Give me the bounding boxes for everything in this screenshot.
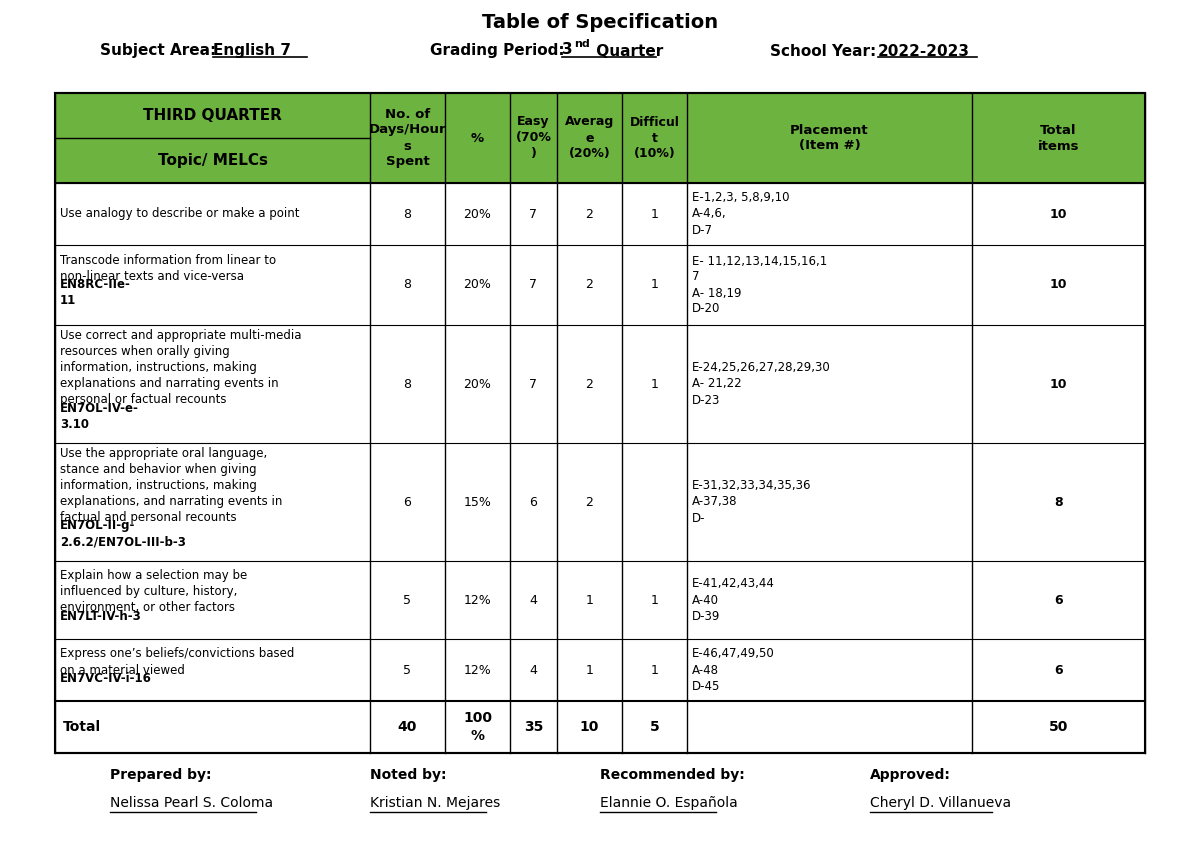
Bar <box>55 93 1145 183</box>
Text: 6: 6 <box>403 495 412 509</box>
Text: E-31,32,33,34,35,36
A-37,38
D-: E-31,32,33,34,35,36 A-37,38 D- <box>692 479 811 525</box>
Text: 4: 4 <box>529 663 538 677</box>
Text: Easy
(70%
): Easy (70% ) <box>516 115 552 160</box>
Text: English 7: English 7 <box>214 43 292 59</box>
Text: 1: 1 <box>650 278 659 292</box>
Bar <box>55 443 1145 561</box>
Text: Approved:: Approved: <box>870 768 950 782</box>
Text: Transcode information from linear to
non-linear texts and vice-versa: Transcode information from linear to non… <box>60 254 276 283</box>
Text: 3: 3 <box>562 42 572 57</box>
Text: 50: 50 <box>1049 720 1068 734</box>
Text: EN8RC-IIe-
11: EN8RC-IIe- 11 <box>60 278 131 308</box>
Text: Grading Period:: Grading Period: <box>430 43 570 59</box>
Bar <box>55 325 1145 443</box>
Text: 20%: 20% <box>463 377 492 390</box>
Text: Use correct and appropriate multi-media
resources when orally giving
information: Use correct and appropriate multi-media … <box>60 330 301 406</box>
Text: No. of
Days/Hour
s
Spent: No. of Days/Hour s Spent <box>368 108 446 169</box>
Text: Cheryl D. Villanueva: Cheryl D. Villanueva <box>870 796 1012 810</box>
Text: Express one’s beliefs/convictions based
on a material viewed: Express one’s beliefs/convictions based … <box>60 648 294 677</box>
Text: E-24,25,26,27,28,29,30
A- 21,22
D-23: E-24,25,26,27,28,29,30 A- 21,22 D-23 <box>692 361 830 406</box>
Bar <box>55 93 1145 753</box>
Text: nd: nd <box>574 39 589 49</box>
Text: 1: 1 <box>586 663 594 677</box>
Text: Difficul
t
(10%): Difficul t (10%) <box>630 115 679 160</box>
Text: Table of Specification: Table of Specification <box>482 13 718 31</box>
Text: 7: 7 <box>529 377 538 390</box>
Text: Averag
e
(20%): Averag e (20%) <box>565 115 614 160</box>
Text: 2: 2 <box>586 208 594 220</box>
Text: School Year:: School Year: <box>770 43 882 59</box>
Text: Placement
(Item #): Placement (Item #) <box>790 124 869 153</box>
Text: 8: 8 <box>403 208 412 220</box>
Bar <box>55 701 1145 753</box>
Text: 6: 6 <box>1054 594 1063 606</box>
Text: EN7OL-II-g-
2.6.2/EN7OL-III-b-3: EN7OL-II-g- 2.6.2/EN7OL-III-b-3 <box>60 520 186 549</box>
Text: Elannie O. Española: Elannie O. Española <box>600 796 738 810</box>
Text: Topic/ MELCs: Topic/ MELCs <box>157 153 268 169</box>
Text: THIRD QUARTER: THIRD QUARTER <box>143 108 282 122</box>
Text: Noted by:: Noted by: <box>370 768 446 782</box>
Bar <box>55 639 1145 701</box>
Text: 8: 8 <box>1054 495 1063 509</box>
Text: Use the appropriate oral language,
stance and behavior when giving
information, : Use the appropriate oral language, stanc… <box>60 448 282 525</box>
Text: 8: 8 <box>403 278 412 292</box>
Text: 20%: 20% <box>463 278 492 292</box>
Text: 6: 6 <box>529 495 538 509</box>
Text: 1: 1 <box>650 208 659 220</box>
Text: 2: 2 <box>586 495 594 509</box>
Bar <box>55 183 1145 245</box>
Text: 2022-2023: 2022-2023 <box>878 43 970 59</box>
Text: 8: 8 <box>403 377 412 390</box>
Text: 40: 40 <box>398 720 418 734</box>
Text: 1: 1 <box>650 377 659 390</box>
Text: 1: 1 <box>586 594 594 606</box>
Text: EN7VC-IV-i-16: EN7VC-IV-i-16 <box>60 672 152 684</box>
Bar <box>55 245 1145 325</box>
Text: E- 11,12,13,14,15,16,1
7
A- 18,19
D-20: E- 11,12,13,14,15,16,1 7 A- 18,19 D-20 <box>692 254 827 315</box>
Text: 1: 1 <box>650 663 659 677</box>
Text: 1: 1 <box>650 594 659 606</box>
Text: Total
items: Total items <box>1038 124 1079 153</box>
Text: 2: 2 <box>586 278 594 292</box>
Text: 5: 5 <box>403 663 412 677</box>
Text: Nelissa Pearl S. Coloma: Nelissa Pearl S. Coloma <box>110 796 277 810</box>
Text: Quarter: Quarter <box>592 43 664 59</box>
Text: Kristian N. Mejares: Kristian N. Mejares <box>370 796 500 810</box>
Text: Total: Total <box>64 720 101 734</box>
Text: E-1,2,3, 5,8,9,10
A-4,6,
D-7: E-1,2,3, 5,8,9,10 A-4,6, D-7 <box>692 192 790 237</box>
Text: EN7OL-IV-e-
3.10: EN7OL-IV-e- 3.10 <box>60 401 139 431</box>
Text: 2: 2 <box>586 377 594 390</box>
Text: 4: 4 <box>529 594 538 606</box>
Text: 12%: 12% <box>463 663 491 677</box>
Text: 10: 10 <box>1050 278 1067 292</box>
Text: Use analogy to describe or make a point: Use analogy to describe or make a point <box>60 208 300 220</box>
Text: Recommended by:: Recommended by: <box>600 768 745 782</box>
Text: 15%: 15% <box>463 495 492 509</box>
Text: 6: 6 <box>1054 663 1063 677</box>
Text: Explain how a selection may be
influenced by culture, history,
environment, or o: Explain how a selection may be influence… <box>60 570 247 615</box>
Text: 7: 7 <box>529 278 538 292</box>
Text: 5: 5 <box>649 720 659 734</box>
Text: 10: 10 <box>580 720 599 734</box>
Text: Subject Area:: Subject Area: <box>100 43 222 59</box>
Text: 5: 5 <box>403 594 412 606</box>
Text: %: % <box>470 131 484 144</box>
Text: 10: 10 <box>1050 208 1067 220</box>
Text: 20%: 20% <box>463 208 492 220</box>
Text: E-46,47,49,50
A-48
D-45: E-46,47,49,50 A-48 D-45 <box>692 648 775 693</box>
Bar <box>55 561 1145 639</box>
Text: 35: 35 <box>524 720 544 734</box>
Text: 10: 10 <box>1050 377 1067 390</box>
Text: 100
%: 100 % <box>463 711 492 743</box>
Text: Prepared by:: Prepared by: <box>110 768 211 782</box>
Text: EN7LT-IV-h-3: EN7LT-IV-h-3 <box>60 610 142 622</box>
Text: 12%: 12% <box>463 594 491 606</box>
Text: 7: 7 <box>529 208 538 220</box>
Text: E-41,42,43,44
A-40
D-39: E-41,42,43,44 A-40 D-39 <box>692 577 775 622</box>
